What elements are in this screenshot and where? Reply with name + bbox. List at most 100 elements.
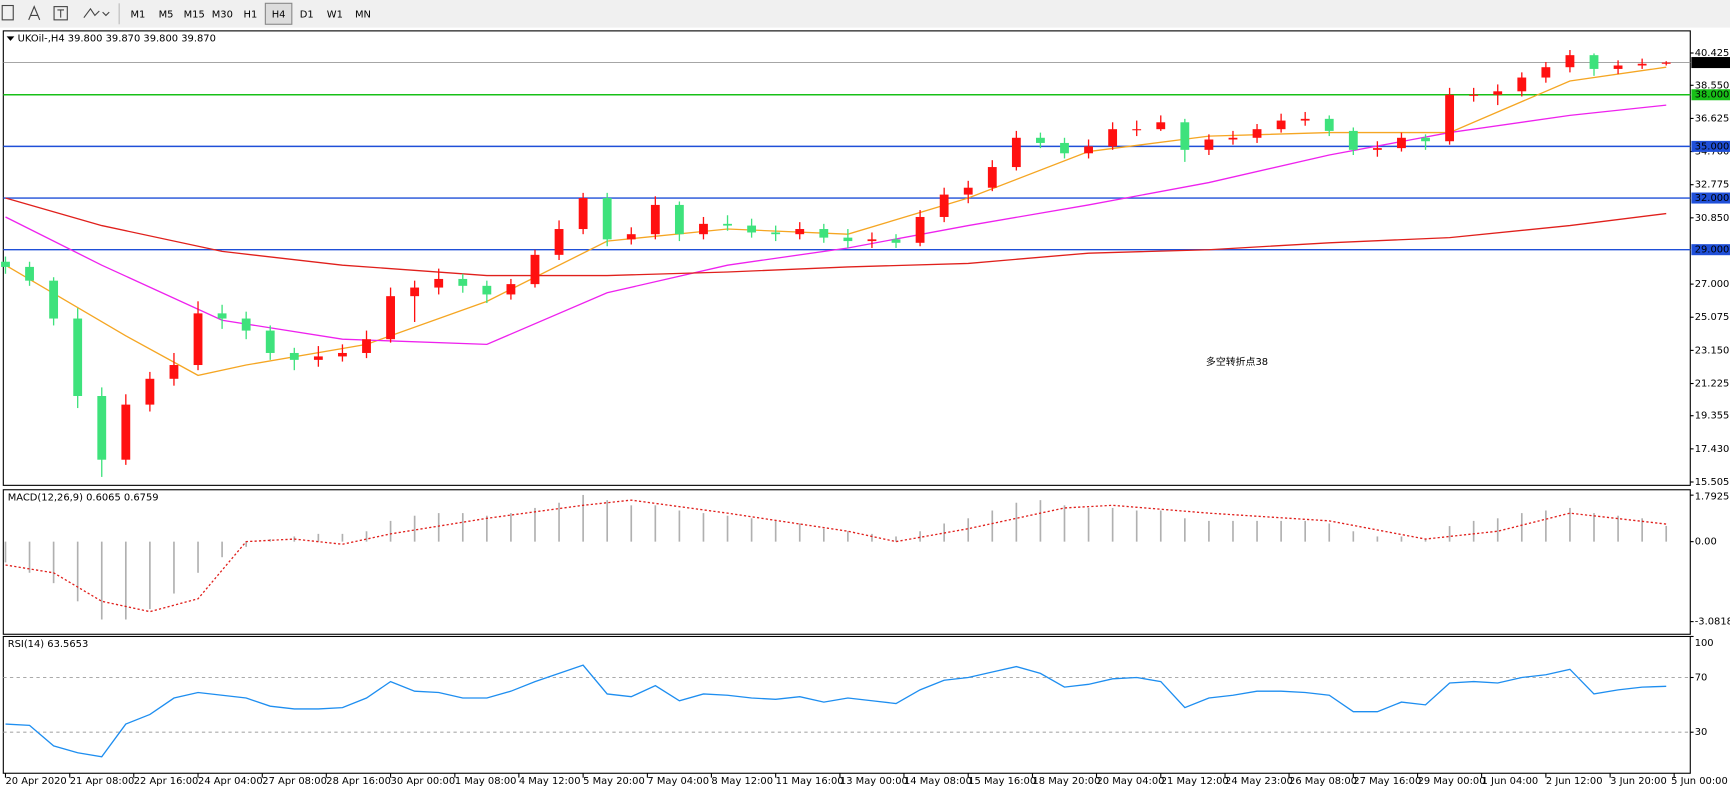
y-tick-label: 32.775 [1695, 180, 1730, 191]
x-tick-label: 22 Apr 16:00 [134, 776, 199, 787]
candle-body [97, 396, 107, 460]
candle-body [674, 204, 684, 235]
candle-body [819, 229, 829, 238]
y-tick-label: 30 [1695, 727, 1708, 738]
x-tick-label: 20 Apr 2020 [5, 776, 66, 787]
candle-body [1276, 120, 1286, 130]
candle-body [1421, 137, 1430, 142]
x-tick-label: 24 Apr 04:00 [198, 776, 263, 787]
candle-body [1, 261, 10, 267]
candle-body [1348, 130, 1358, 150]
indicator-title: RSI(14) 63.5653 [8, 639, 89, 650]
timeframe-label[interactable]: M5 [159, 9, 174, 20]
level-label: 35.000 [1695, 141, 1730, 152]
timeframe-label[interactable]: MN [355, 9, 371, 20]
text-icon[interactable] [28, 5, 41, 21]
toolbar-icons [1, 3, 120, 25]
x-tick-label: 5 May 20:00 [583, 776, 645, 787]
macd-panel [2, 489, 1691, 635]
timeframe-button[interactable] [152, 2, 180, 25]
y-tick-label: 1.7925 [1695, 491, 1730, 502]
x-tick-label: 4 May 12:00 [519, 776, 581, 787]
timeframe-label[interactable]: M15 [184, 9, 205, 20]
x-tick-label: 11 May 16:00 [776, 776, 844, 787]
candle-body [1180, 122, 1190, 150]
candle-body [49, 280, 59, 319]
y-tick-label: 36.625 [1695, 113, 1730, 124]
candle-body [1397, 137, 1406, 149]
crosshair-icon[interactable] [1, 4, 14, 21]
candle-body [1011, 137, 1021, 168]
candle-body [1060, 142, 1069, 154]
x-tick-label: 13 May 00:00 [840, 776, 908, 787]
timeframe-button[interactable] [124, 2, 152, 25]
timeframe-button[interactable] [236, 2, 265, 25]
candle-body [386, 296, 395, 340]
level-tag [1691, 192, 1730, 204]
x-tick-label: 7 May 04:00 [647, 776, 709, 787]
candle-body [1156, 122, 1166, 130]
candle-body [626, 234, 636, 240]
timeframe-button[interactable] [349, 2, 377, 25]
rsi-panel [2, 635, 1691, 774]
candle-body [530, 254, 540, 285]
candle-body [25, 266, 34, 281]
candle-body [1613, 65, 1623, 69]
candle-body [265, 330, 275, 353]
y-tick-label: 70 [1695, 673, 1708, 684]
y-tick-label: -3.0818 [1695, 617, 1730, 628]
candle-body [1132, 129, 1142, 131]
rsi-line [5, 664, 1667, 758]
y-tick-label: 30.850 [1695, 213, 1730, 224]
candle-body [1445, 94, 1455, 142]
candle-body [1228, 137, 1238, 140]
candle-body [1036, 137, 1045, 143]
candle-body [434, 278, 444, 288]
y-tick-label: 100 [1695, 638, 1714, 649]
candle-body [795, 229, 805, 235]
moving-average [5, 104, 1667, 346]
candle-body [1469, 94, 1479, 96]
candle-body [145, 378, 155, 405]
objects-icon[interactable] [83, 7, 110, 18]
timeframe-button[interactable] [180, 2, 208, 25]
y-tick-label: 23.150 [1695, 345, 1730, 356]
level-tag [1691, 140, 1730, 152]
candle-body [1589, 55, 1599, 69]
y-tick-label: 40.425 [1695, 48, 1730, 59]
label-icon[interactable] [53, 6, 68, 21]
candle-body [987, 167, 997, 188]
x-tick-label: 27 Apr 08:00 [262, 776, 327, 787]
candle-body [578, 198, 588, 230]
timeframe-label[interactable]: W1 [327, 9, 343, 20]
candle-body [1108, 129, 1118, 147]
x-tick-label: 8 May 12:00 [711, 776, 773, 787]
timeframe-button[interactable] [321, 2, 349, 25]
timeframe-button[interactable] [264, 2, 293, 25]
y-tick-label: 38.550 [1695, 80, 1730, 91]
x-tick-label: 1 Jun 04:00 [1482, 776, 1539, 787]
timeframe-button[interactable] [292, 2, 321, 25]
candle-body [410, 287, 420, 297]
y-tick-label: 34.700 [1695, 147, 1730, 158]
y-tick-label: 25.075 [1695, 312, 1730, 323]
candle-body [482, 285, 492, 295]
timeframe-button[interactable] [208, 2, 237, 25]
timeframe-label[interactable]: H1 [244, 9, 258, 20]
candle-body [891, 239, 901, 243]
last-price-tag [1691, 57, 1730, 69]
timeframe-label[interactable]: M30 [212, 9, 233, 20]
y-tick-label: 27.000 [1695, 279, 1730, 290]
timeframe-label[interactable]: D1 [300, 9, 314, 20]
level-label: 32.000 [1695, 193, 1730, 204]
candle-body [1300, 118, 1310, 121]
candle-body [867, 239, 877, 242]
timeframe-label[interactable]: H4 [272, 9, 286, 20]
timeframe-label[interactable]: M1 [130, 9, 145, 20]
candle-body [506, 284, 516, 295]
indicator-title: MACD(12,26,9) 0.6065 0.6759 [8, 492, 159, 503]
annotation: 多空转折点38 [1206, 355, 1268, 368]
x-tick-label: 21 Apr 08:00 [70, 776, 135, 787]
